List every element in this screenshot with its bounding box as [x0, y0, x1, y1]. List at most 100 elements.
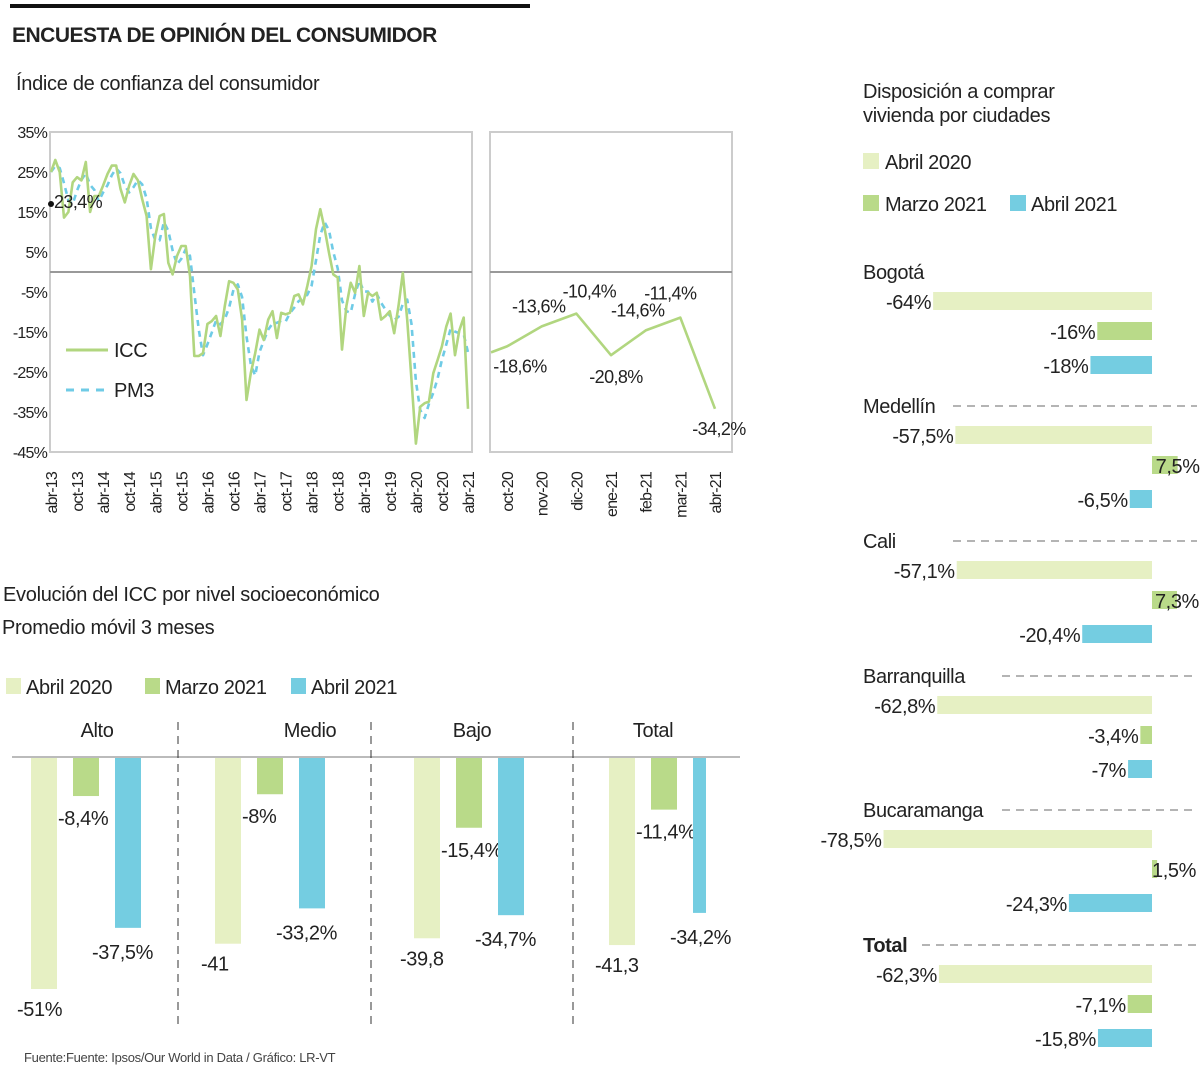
- x-tick-label: oct-19: [383, 471, 400, 512]
- series-line-icc: [49, 158, 470, 445]
- bar: [215, 758, 241, 944]
- x-tick-label: abr-13: [44, 471, 61, 513]
- city-bar-chart: Abril 2020 Marzo 2021 Abril 2021 Bogotá -64%…: [821, 152, 1200, 1051]
- bar-value-label: -62,8%: [874, 696, 936, 718]
- bar: [955, 426, 1152, 444]
- icc-chart-title: Índice de confianza del consumidor: [16, 72, 320, 95]
- bar-value-label: -8,4%: [58, 808, 109, 830]
- legend-label: Marzo 2021: [885, 194, 987, 216]
- city-label: Barranquilla: [863, 666, 966, 688]
- bar: [883, 830, 1152, 848]
- bar-value-label: -64%: [886, 292, 932, 314]
- bar-value-label: -78,5%: [821, 830, 883, 852]
- bar-value-label: -15,8%: [1035, 1029, 1097, 1051]
- x-tick-label: abr-15: [148, 471, 165, 513]
- x-tick-label: mar-21: [673, 471, 690, 518]
- title-line: vivienda por ciudades: [863, 105, 1050, 127]
- bar: [1127, 995, 1152, 1013]
- x-tick-label: abr-16: [200, 471, 217, 513]
- city-label: Bucaramanga: [863, 800, 984, 822]
- plot-frame: [49, 131, 473, 453]
- bar-value-label: -41: [201, 954, 229, 976]
- data-label: -18,6%: [493, 356, 547, 376]
- x-tick-label: abr-21: [461, 471, 478, 513]
- series-line-pm3: [49, 164, 470, 420]
- bar-value-label: -7,1%: [1075, 995, 1126, 1017]
- page-title: ENCUESTA DE OPINIÓN DEL CONSUMIDOR: [12, 23, 437, 47]
- category-label: Bajo: [453, 720, 492, 742]
- city-label: Bogotá: [863, 262, 925, 284]
- y-tick-label: 25%: [17, 165, 47, 182]
- data-label: -20,8%: [589, 367, 643, 387]
- legend-swatch: [863, 153, 879, 169]
- bar-value-label: -24,3%: [1006, 894, 1068, 916]
- x-tick-label: oct-15: [174, 471, 191, 512]
- x-tick-label: abr-19: [357, 471, 374, 513]
- x-tick-label: oct-20: [435, 471, 452, 512]
- bar: [299, 758, 325, 909]
- legend-label-pm3: PM3: [114, 380, 154, 402]
- legend-label: Abril 2020: [885, 152, 971, 174]
- y-tick-label: -45%: [13, 445, 48, 462]
- data-label: -14,6%: [611, 300, 665, 320]
- bar-value-label: -16%: [1050, 322, 1096, 344]
- bar-value-label: -6,5%: [1078, 490, 1129, 512]
- bar: [73, 758, 99, 797]
- bar: [1090, 356, 1152, 374]
- bar-value-label: -11,4%: [636, 822, 696, 844]
- y-tick-label: 5%: [25, 245, 47, 262]
- y-tick-label: -15%: [13, 325, 48, 342]
- x-tick-label: oct-17: [279, 471, 296, 512]
- category-label: Medio: [284, 720, 337, 742]
- x-tick-label: oct-18: [331, 471, 348, 512]
- bar-value-label: -7%: [1092, 760, 1127, 782]
- bar-value-label: -15,4%: [441, 840, 503, 862]
- x-tick-label: abr-14: [96, 471, 113, 513]
- data-label: -10,4%: [563, 282, 617, 302]
- legend-swatch: [291, 678, 306, 694]
- x-tick-label: dic-20: [569, 471, 586, 511]
- legend-label: Abril 2021: [1031, 194, 1117, 216]
- bar: [1152, 591, 1177, 609]
- y-tick-label: -25%: [13, 365, 48, 382]
- bar-value-label: -41,3: [595, 955, 639, 977]
- legend-swatch: [1010, 195, 1026, 211]
- data-label: -34,2%: [692, 419, 746, 439]
- source-note: Fuente:Fuente: Ipsos/Our World in Data /…: [24, 1050, 336, 1065]
- x-tick-label: oct-20: [500, 471, 517, 512]
- x-tick-label: oct-16: [226, 471, 243, 512]
- bar: [1129, 490, 1152, 508]
- bar-value-label: -33,2%: [276, 922, 338, 944]
- x-tick-label: abr-17: [253, 471, 270, 513]
- bar-value-label: -39,8: [400, 948, 444, 970]
- bar: [115, 758, 141, 928]
- legend-swatch: [863, 195, 879, 211]
- ses-bar-chart: Abril 2020 Marzo 2021 Abril 2021 Alto -51% -8…: [6, 677, 740, 1025]
- bar-value-label: 1,5%: [1152, 860, 1197, 882]
- icc-line-chart: 35% 25% 15% 5% -5% -15% -25% -35% -45% abr-13 oct-…: [13, 125, 478, 513]
- ses-chart-subtitle: Promedio móvil 3 meses: [2, 617, 215, 639]
- bar-value-label: -34,7%: [475, 929, 537, 951]
- bar: [1082, 625, 1152, 643]
- title-line: Disposición a comprar: [863, 81, 1055, 103]
- legend-label: Marzo 2021: [165, 677, 267, 699]
- data-label: -13,6%: [512, 296, 566, 316]
- bar-value-label: -62,3%: [876, 965, 938, 987]
- bar: [937, 696, 1152, 714]
- city-chart-title: Disposición a comprar vivienda por ciudad…: [863, 81, 1055, 127]
- bar: [956, 561, 1152, 579]
- bar: [609, 758, 635, 946]
- plot-frame: [489, 131, 733, 453]
- bar: [1128, 760, 1152, 778]
- bar-value-label: -37,5%: [92, 942, 154, 964]
- city-label: Medellín: [863, 396, 935, 418]
- legend-swatch: [6, 678, 21, 694]
- bar: [938, 965, 1152, 983]
- bar-value-label: -18%: [1043, 356, 1089, 378]
- bar-value-label: 7,5%: [1156, 456, 1200, 478]
- bar-value-label: -57,1%: [894, 561, 956, 583]
- icc-zoom-chart: -18,6% -13,6%-10,4% -20,8% -14,6%-11,4% -34,…: [489, 131, 747, 518]
- data-label: -11,4%: [644, 284, 697, 304]
- y-tick-label: -35%: [13, 405, 48, 422]
- x-tick-label: feb-21: [639, 471, 656, 512]
